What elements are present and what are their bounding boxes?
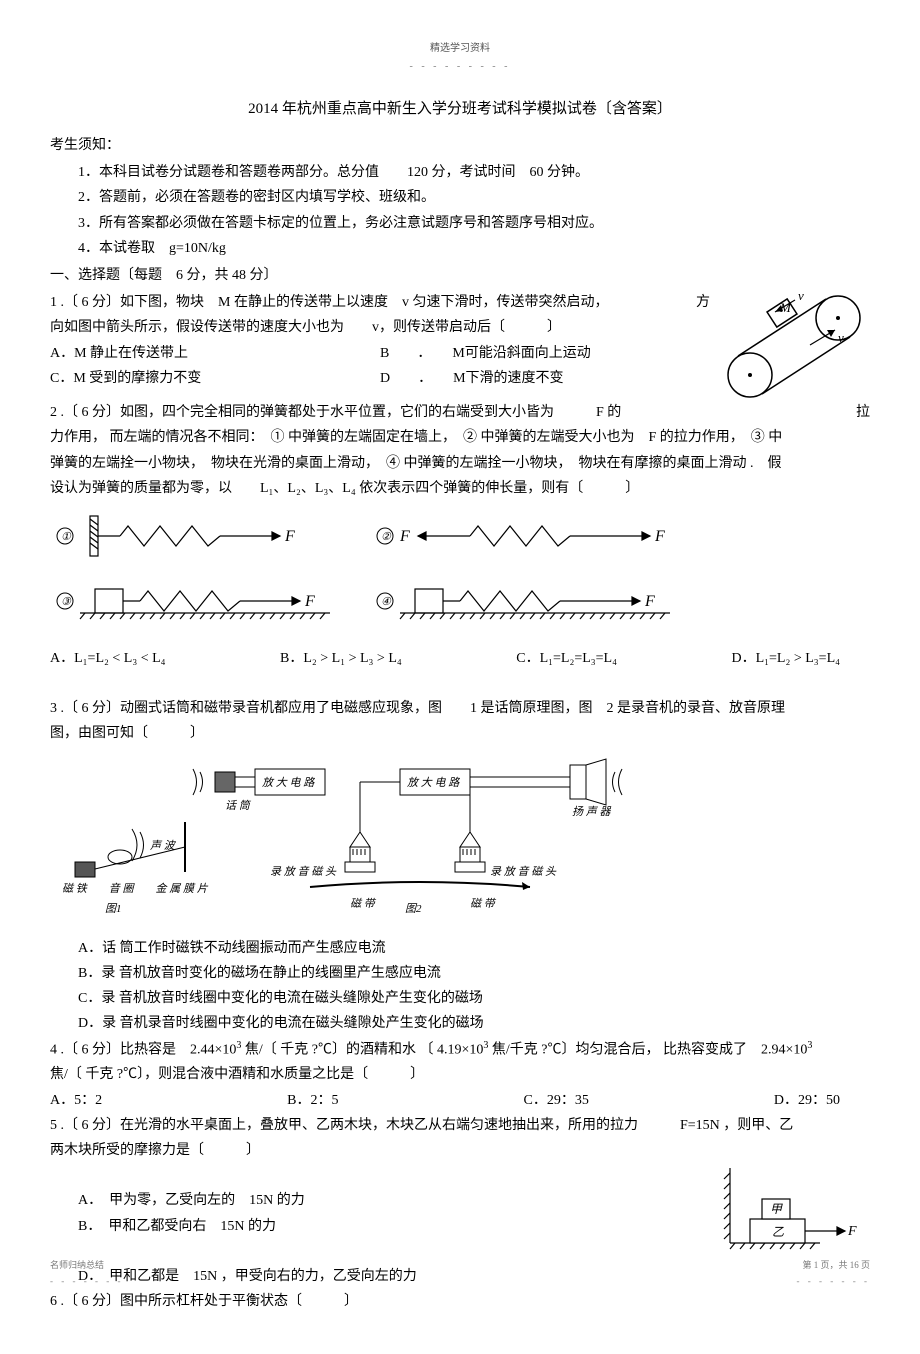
q1-opt-d: D ． M下滑的速度不变 <box>380 366 710 391</box>
svg-text:F: F <box>644 593 655 610</box>
instruction-3: 3．所有答案都必须做在答题卡标定的位置上，务必注意试题序号和答题序号相对应。 <box>50 211 870 236</box>
q2-text-c: 弹簧的左端拴一小物块， 物块在光滑的桌面上滑动， ④ 中弹簧的左端拴一小物块， … <box>50 451 870 476</box>
svg-text:放 大 电 路: 放 大 电 路 <box>262 776 315 789</box>
svg-text:v: v <box>798 290 804 303</box>
conveyor-figure: M v v <box>720 290 870 400</box>
q1-text-a: 1 .〔 6 分〕如下图，物块 M 在静止的传送带上以速度 v 匀速下滑时，传送… <box>50 295 608 310</box>
blocks-figure: 乙 甲 F <box>720 1163 870 1263</box>
svg-text:录 放 音 磁 头: 录 放 音 磁 头 <box>490 865 557 878</box>
q2-opt-c: C．L₁=L₂=L₃=L₄ <box>516 646 617 671</box>
svg-text:F: F <box>654 528 665 545</box>
q3-opt-c: C．录 音机放音时线圈中变化的电流在磁头缝隙处产生变化的磁场 <box>50 986 870 1011</box>
instructions-header: 考生须知： <box>50 133 870 158</box>
q3-text-a: 3 .〔 6 分〕动圈式话筒和磁带录音机都应用了电磁感应现象，图 1 是话筒原理… <box>50 696 870 721</box>
svg-text:放 大 电 路: 放 大 电 路 <box>407 776 460 789</box>
instruction-4: 4．本试卷取 g=10N/kg <box>50 236 870 261</box>
q3-opt-b: B．录 音机放音时变化的磁场在静止的线圈里产生感应电流 <box>50 961 870 986</box>
svg-text:录 放 音 磁 头: 录 放 音 磁 头 <box>270 865 337 878</box>
q3-opt-d: D．录 音机录音时线圈中变化的电流在磁头缝隙处产生变化的磁场 <box>50 1011 870 1036</box>
q2-text-b: 力作用， 而左端的情况各不相同： ① 中弹簧的左端固定在墙上， ② 中弹簧的左端… <box>50 425 870 450</box>
svg-text:乙: 乙 <box>772 1225 784 1239</box>
q5-text-a: 5 .〔 6 分〕在光滑的水平桌面上，叠放甲、乙两木块，木块乙从右端匀速地抽出来… <box>50 1113 870 1138</box>
instruction-1: 1．本科目试卷分试题卷和答题卷两部分。总分值 120 分，考试时间 60 分钟。 <box>50 160 870 185</box>
svg-text:磁 带: 磁 带 <box>470 897 497 910</box>
q6-text: 6 .〔 6 分〕图中所示杠杆处于平衡状态〔 〕 <box>50 1289 870 1314</box>
q1-tail: 方 <box>696 290 710 315</box>
svg-text:①: ① <box>61 531 72 543</box>
svg-text:磁 带: 磁 带 <box>350 897 377 910</box>
q4-opt-d: D．29：50 <box>774 1088 840 1113</box>
spring-2: ② F F <box>370 511 680 561</box>
svg-text:④: ④ <box>381 596 392 608</box>
spring-1: ① F <box>50 511 350 561</box>
footer-right: 第 1 页，共 16 页 <box>802 1260 870 1270</box>
top-label: 精选学习资料 <box>430 43 490 54</box>
q2-text-d: 设认为弹簧的质量都为零，以 L₁、L₂、L₃、L₄ 依次表示四个弹簧的伸长量，则… <box>50 476 870 501</box>
q1-opt-c: C．M 受到的摩擦力不变 <box>50 366 380 391</box>
instruction-2: 2．答题前，必须在答题卷的密封区内填写学校、班级和。 <box>50 185 870 210</box>
svg-text:图1: 图1 <box>105 903 122 915</box>
q2-opt-d: D．L₁=L₂ > L₃=L₄ <box>731 646 840 671</box>
q2-text-a: 2 .〔 6 分〕如图，四个完全相同的弹簧都处于水平位置，它们的右端受到大小皆为… <box>50 405 621 420</box>
q1-opt-b: B ． M可能沿斜面向上运动 <box>380 341 710 366</box>
q2-options: A．L₁=L₂ < L₃ < L₄ B．L₂ > L₁ > L₃ > L₄ C．… <box>50 646 870 671</box>
svg-text:F: F <box>304 593 315 610</box>
q4-text-a: 4 .〔 6 分〕比热容是 2.44×103 焦/〔 千克 ?℃〕的酒精和水 〔… <box>50 1037 870 1063</box>
q3-figures: 放 大 电 路 话 筒 声 波 磁 铁 音 圈 金 属 膜 片 图1 放 大 电… <box>50 757 870 926</box>
dots: - - - - - - - - - <box>410 61 511 72</box>
q3-opt-a: A．话 筒工作时磁铁不动线圈振动而产生感应电流 <box>50 936 870 961</box>
svg-text:话 筒: 话 筒 <box>225 799 252 812</box>
footer-dots-right: - - - - - - - <box>797 1276 870 1286</box>
q4-opt-b: B．2：5 <box>287 1088 338 1113</box>
q2-opt-a: A．L₁=L₂ < L₃ < L₄ <box>50 646 166 671</box>
svg-text:F: F <box>399 528 410 545</box>
q3-text-b: 图，由图可知〔 〕 <box>50 721 870 746</box>
q2-opt-b: B．L₂ > L₁ > L₃ > L₄ <box>280 646 402 671</box>
svg-text:v: v <box>838 330 844 345</box>
q1-opt-a: A．M 静止在传送带上 <box>50 341 380 366</box>
svg-text:F: F <box>847 1224 857 1239</box>
svg-text:F: F <box>284 528 295 545</box>
svg-text:磁 铁 音 圈 金 属 膜 片: 磁 铁 音 圈 金 属 膜 片 <box>62 882 209 895</box>
spring-4: ④ F <box>370 581 680 636</box>
q2-tail: 拉 <box>856 400 870 425</box>
q4-opt-a: A．5：2 <box>50 1088 102 1113</box>
footer-left: 名师归纳总结 <box>50 1260 104 1270</box>
q2: 2 .〔 6 分〕如图，四个完全相同的弹簧都处于水平位置，它们的右端受到大小皆为… <box>50 400 870 501</box>
svg-text:扬 声 器: 扬 声 器 <box>572 805 611 818</box>
top-header: 精选学习资料 - - - - - - - - - <box>50 40 870 76</box>
section-1-header: 一、选择题〔每题 6 分，共 48 分〕 <box>50 263 870 288</box>
spring-3: ③ F <box>50 581 350 636</box>
q4-opt-c: C．29：35 <box>524 1088 589 1113</box>
q4-text-b: 焦/〔 千克 ?℃〕，则混合液中酒精和水质量之比是〔 〕 <box>50 1062 870 1087</box>
footer-dots-left: - - - - - - - <box>50 1276 123 1286</box>
spring-figures: ① F ② F F ③ <box>50 511 870 636</box>
page-footer: 名师归纳总结 - - - - - - - 第 1 页，共 16 页 - - - … <box>50 1257 870 1289</box>
svg-text:甲: 甲 <box>770 1202 783 1216</box>
q5-text-b: 两木块所受的摩擦力是〔 〕 <box>50 1138 870 1163</box>
q1: M v v 1 .〔 6 分〕如下图，物块 M 在静止的传送带上以速度 v 匀速… <box>50 290 870 391</box>
q4-options: A．5：2 B．2：5 C．29：35 D．29：50 <box>50 1088 870 1113</box>
svg-text:图2: 图2 <box>405 903 422 915</box>
exam-title: 2014 年杭州重点高中新生入学分班考试科学模拟试卷〔含答案〕 <box>50 96 870 123</box>
svg-text:②: ② <box>381 531 392 543</box>
svg-text:③: ③ <box>61 596 72 608</box>
